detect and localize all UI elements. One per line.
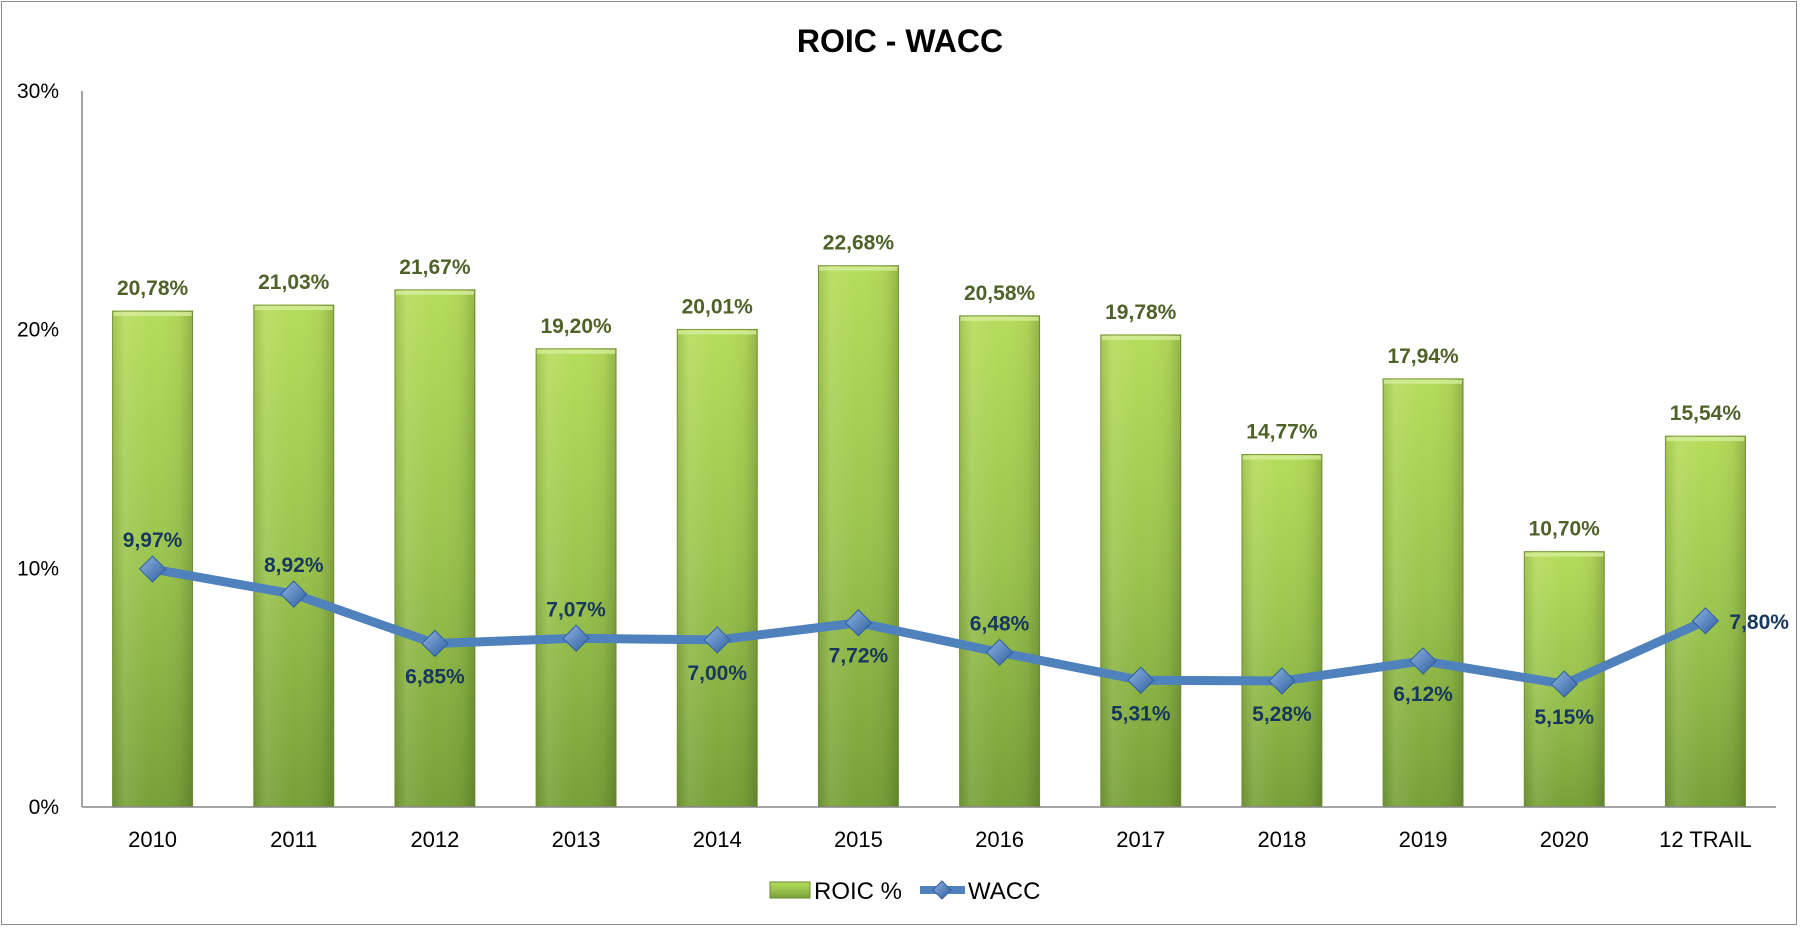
x-tick-label: 2013 [552,827,601,852]
x-tick-label: 2018 [1257,827,1306,852]
roic-data-label: 20,78% [117,277,189,300]
x-tick-label: 2020 [1540,827,1589,852]
wacc-marker [280,580,308,608]
roic-bar [959,315,1041,808]
wacc-data-label: 9,97% [123,529,183,552]
legend-label-roic: ROIC % [814,878,902,905]
x-tick-label: 2011 [270,827,317,852]
wacc-data-label: 5,28% [1252,703,1312,726]
roic-data-label: 15,54% [1670,402,1742,425]
roic-bar [676,328,758,808]
wacc-marker [1691,607,1720,635]
wacc-data-label: 7,72% [829,645,889,668]
wacc-line [148,564,1710,689]
legend-swatch-roic [769,881,811,899]
roic-data-label: 19,20% [540,315,612,338]
roic-data-label: 20,01% [682,295,754,318]
wacc-data-label: 8,92% [264,554,324,577]
chart-title: ROIC - WACC [797,23,1003,59]
legend-marker-wacc [932,880,952,900]
y-tick-label: 10% [17,557,59,580]
x-tick-label: 2017 [1116,827,1165,852]
roic-bar [817,265,899,808]
wacc-marker [562,624,590,652]
x-tick-label: 2016 [975,827,1024,852]
wacc-data-label: 7,00% [687,662,747,685]
roic-data-label: 21,67% [399,256,471,279]
y-tick-label: 20% [17,319,59,342]
wacc-series [138,555,1720,698]
legend-label-wacc: WACC [968,878,1040,905]
roic-data-label: 21,03% [258,271,330,294]
x-tick-label: 2010 [128,827,177,852]
wacc-marker [138,555,167,583]
legend: ROIC % WACC [769,878,1040,905]
roic-data-label: 22,68% [823,232,895,255]
wacc-data-label: 6,85% [405,666,465,689]
roic-bar [253,304,335,808]
wacc-data-label: 7,07% [546,598,606,621]
wacc-data-label: 6,12% [1393,683,1453,706]
wacc-data-label: 5,31% [1111,702,1171,725]
wacc-marker [1550,670,1578,698]
roic-data-label: 20,58% [964,282,1036,305]
roic-data-label: 10,70% [1529,518,1601,541]
y-tick-label: 30% [17,80,59,103]
wacc-data-label: 7,80% [1729,611,1789,634]
wacc-data-labels: 9,97% 8,92% 6,85% 7,07% 7,00% 7,72% 6,48% 5,31%… [123,529,1789,729]
roic-bar [1100,334,1182,808]
roic-data-labels: 20,78% 21,03% 21,67% 19,20% 20,01% 22,68% 20,5… [117,232,1741,541]
x-tick-label: 2012 [410,827,459,852]
roic-bar [394,289,476,808]
x-tick-label: 12 TRAIL [1659,827,1752,852]
wacc-marker [1409,647,1437,675]
legend-item-roic: ROIC % [769,878,902,905]
x-tick-label: 2015 [834,827,883,852]
y-axis-ticks: 0% 10% 20% 30% [17,80,59,819]
wacc-marker [703,626,731,654]
roic-bars [112,265,1746,808]
roic-data-label: 14,77% [1246,420,1318,443]
wacc-marker [985,638,1014,667]
roic-data-label: 17,94% [1387,345,1459,368]
roic-bar [535,348,617,808]
wacc-data-label: 6,48% [970,612,1030,635]
wacc-data-label: 5,15% [1534,706,1594,729]
x-tick-label: 2019 [1399,827,1448,852]
x-tick-label: 2014 [693,827,742,852]
y-tick-label: 0% [29,796,59,819]
roic-data-label: 19,78% [1105,301,1177,324]
wacc-marker [421,629,449,658]
wacc-marker [1127,666,1155,694]
legend-item-wacc: WACC [920,878,1040,905]
wacc-marker [844,609,873,637]
x-axis-ticks: 2010 2011 2012 2013 2014 2015 2016 2017 2018 2019… [128,827,1752,852]
roic-bar [1382,378,1464,808]
wacc-marker [1268,667,1296,695]
roic-bar [1241,453,1323,808]
